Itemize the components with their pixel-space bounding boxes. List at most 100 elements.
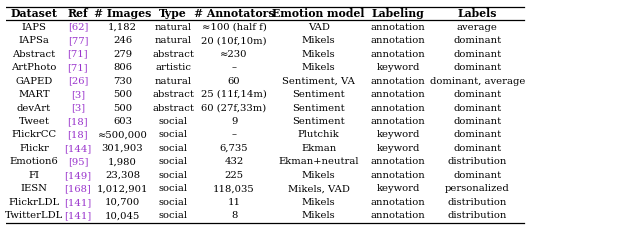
Text: VAD: VAD <box>308 23 330 32</box>
Text: annotation: annotation <box>371 198 426 207</box>
Text: annotation: annotation <box>371 171 426 180</box>
Text: dominant: dominant <box>453 130 502 139</box>
Text: [62]: [62] <box>68 23 88 32</box>
Text: Sentiment, VA: Sentiment, VA <box>282 77 355 86</box>
Text: Ekman: Ekman <box>301 144 337 153</box>
Text: Sentiment: Sentiment <box>292 117 345 126</box>
Text: IAPSa: IAPSa <box>19 36 49 45</box>
Text: [141]: [141] <box>64 198 92 207</box>
Text: Labeling: Labeling <box>372 8 424 19</box>
Text: Emotion model: Emotion model <box>273 8 365 19</box>
Text: FlickrLDL: FlickrLDL <box>8 198 60 207</box>
Text: keyword: keyword <box>376 144 420 153</box>
Text: 603: 603 <box>113 117 132 126</box>
Text: # Images: # Images <box>93 8 151 19</box>
Text: 279: 279 <box>113 50 132 59</box>
Text: annotation: annotation <box>371 77 426 86</box>
Text: GAPED: GAPED <box>15 77 52 86</box>
Text: 6,735: 6,735 <box>220 144 248 153</box>
Text: annotation: annotation <box>371 50 426 59</box>
Text: abstract: abstract <box>152 90 194 99</box>
Text: 10,045: 10,045 <box>105 211 140 220</box>
Text: keyword: keyword <box>376 130 420 139</box>
Text: natural: natural <box>155 77 192 86</box>
Text: 25 (11f,14m): 25 (11f,14m) <box>201 90 267 99</box>
Text: dominant: dominant <box>453 117 502 126</box>
Text: social: social <box>159 198 188 207</box>
Text: annotation: annotation <box>371 103 426 113</box>
Text: Abstract: Abstract <box>12 50 56 59</box>
Text: devArt: devArt <box>17 103 51 113</box>
Text: –: – <box>232 130 237 139</box>
Text: 1,980: 1,980 <box>108 157 137 166</box>
Text: dominant: dominant <box>453 36 502 45</box>
Text: 730: 730 <box>113 77 132 86</box>
Text: 246: 246 <box>113 36 132 45</box>
Text: annotation: annotation <box>371 117 426 126</box>
Text: annotation: annotation <box>371 211 426 220</box>
Text: Type: Type <box>159 8 187 19</box>
Text: [71]: [71] <box>68 50 88 59</box>
Text: keyword: keyword <box>376 184 420 193</box>
Text: Labels: Labels <box>458 8 497 19</box>
Text: keyword: keyword <box>376 63 420 72</box>
Text: [95]: [95] <box>68 157 88 166</box>
Text: 225: 225 <box>225 171 244 180</box>
Text: abstract: abstract <box>152 103 194 113</box>
Text: distribution: distribution <box>448 198 507 207</box>
Text: 806: 806 <box>113 63 132 72</box>
Text: annotation: annotation <box>371 90 426 99</box>
Text: # Annotators: # Annotators <box>194 8 275 19</box>
Text: dominant: dominant <box>453 63 502 72</box>
Text: Mikels, VAD: Mikels, VAD <box>288 184 349 193</box>
Text: Sentiment: Sentiment <box>292 90 345 99</box>
Text: dominant: dominant <box>453 144 502 153</box>
Text: IESN: IESN <box>20 184 47 193</box>
Text: 10,700: 10,700 <box>105 198 140 207</box>
Text: Tweet: Tweet <box>19 117 49 126</box>
Text: dominant: dominant <box>453 50 502 59</box>
Text: dominant: dominant <box>453 171 502 180</box>
Text: Flickr: Flickr <box>19 144 49 153</box>
Text: IAPS: IAPS <box>22 23 47 32</box>
Text: dominant: dominant <box>453 103 502 113</box>
Text: FI: FI <box>29 171 40 180</box>
Text: Mikels: Mikels <box>302 198 335 207</box>
Text: dominant, average: dominant, average <box>429 77 525 86</box>
Text: MART: MART <box>18 90 50 99</box>
Text: distribution: distribution <box>448 211 507 220</box>
Text: 9: 9 <box>231 117 237 126</box>
Text: social: social <box>159 157 188 166</box>
Text: –: – <box>232 63 237 72</box>
Text: social: social <box>159 117 188 126</box>
Text: social: social <box>159 211 188 220</box>
Text: ≈230: ≈230 <box>220 50 248 59</box>
Text: ≈500,000: ≈500,000 <box>97 130 147 139</box>
Text: Ref: Ref <box>68 8 88 19</box>
Text: Mikels: Mikels <box>302 63 335 72</box>
Text: annotation: annotation <box>371 36 426 45</box>
Text: Mikels: Mikels <box>302 211 335 220</box>
Text: 500: 500 <box>113 90 132 99</box>
Text: dominant: dominant <box>453 90 502 99</box>
Text: annotation: annotation <box>371 157 426 166</box>
Text: TwitterLDL: TwitterLDL <box>5 211 63 220</box>
Text: 11: 11 <box>228 198 241 207</box>
Text: distribution: distribution <box>448 157 507 166</box>
Text: 8: 8 <box>231 211 237 220</box>
Text: [144]: [144] <box>64 144 92 153</box>
Text: 20 (10f,10m): 20 (10f,10m) <box>201 36 267 45</box>
Text: FlickrCC: FlickrCC <box>12 130 56 139</box>
Text: Mikels: Mikels <box>302 50 335 59</box>
Text: Plutchik: Plutchik <box>298 130 340 139</box>
Text: [18]: [18] <box>68 130 88 139</box>
Text: Mikels: Mikels <box>302 36 335 45</box>
Text: social: social <box>159 171 188 180</box>
Text: 500: 500 <box>113 103 132 113</box>
Text: annotation: annotation <box>371 23 426 32</box>
Text: ArtPhoto: ArtPhoto <box>12 63 57 72</box>
Text: personalized: personalized <box>445 184 510 193</box>
Text: artistic: artistic <box>156 63 191 72</box>
Text: 432: 432 <box>225 157 244 166</box>
Text: [3]: [3] <box>71 90 85 99</box>
